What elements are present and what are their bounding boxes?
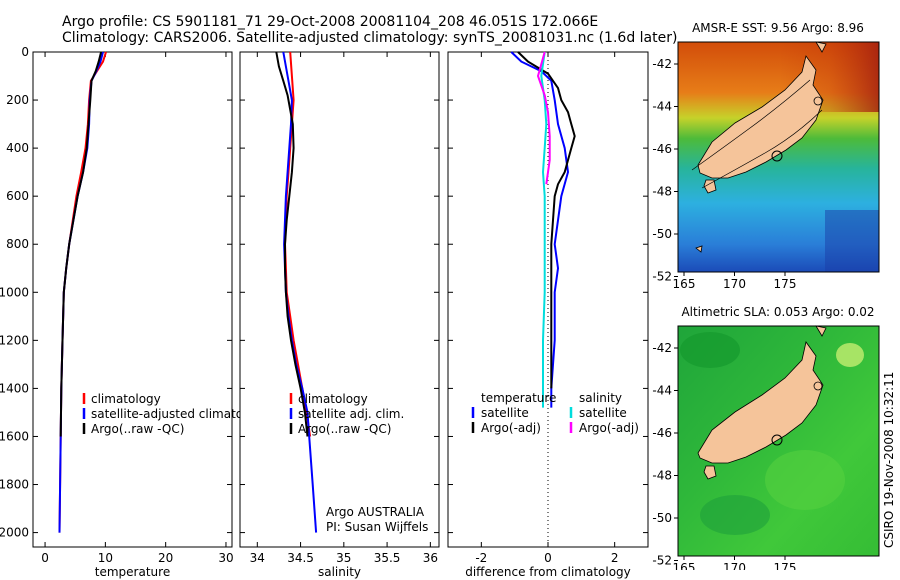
difference-series-line — [517, 51, 576, 389]
map-lon-label: 170 — [723, 277, 746, 291]
sla-low-anomaly — [700, 495, 770, 535]
salinity-legend-label: satellite adj. clim. — [298, 407, 404, 421]
map-lat-label: -46 — [652, 142, 672, 156]
map-lon-label: 165 — [673, 277, 696, 291]
salinity-xtick-label: 34 — [250, 551, 265, 565]
maps: AMSR-E SST: 9.56 Argo: 8.96 Altimetric S… — [652, 21, 880, 570]
salinity-xtick-label: 35.5 — [374, 551, 401, 565]
depth-tick-label: 400 — [6, 141, 29, 155]
auckland-island — [695, 245, 703, 253]
map-lat-label: -42 — [652, 57, 672, 71]
depth-tick-label: 2000 — [0, 526, 29, 540]
depth-tick-label: 800 — [6, 237, 29, 251]
map-lon-label: 175 — [774, 561, 797, 570]
salinity-xtick-label: 34.5 — [287, 551, 314, 565]
difference-xtick-label: -2 — [475, 551, 487, 565]
sst-map — [677, 41, 880, 273]
salinity-panel: 34 34.5 35 35.5 36 salinity climatologysatelli… — [239, 51, 440, 579]
salinity-xlabel: salinity — [318, 565, 361, 579]
sla-low-anomaly — [680, 332, 740, 368]
sst-map-title: AMSR-E SST: 9.56 Argo: 8.96 — [692, 21, 864, 35]
depth-tick-label: 1800 — [0, 478, 29, 492]
profile-plots: 0 10 20 30020040060080010001200140016001800… — [0, 45, 649, 579]
temperature-panel: 0 10 20 30 0 200 400 600 800 1000 1200 1400 1600 1800… — [0, 45, 269, 579]
map-lat-label: -52 — [652, 554, 672, 568]
sst-contour-island — [813, 96, 823, 106]
nz-south-island — [697, 55, 824, 179]
temperature-xlabel: temperature — [95, 565, 170, 579]
nz-north-island — [815, 325, 827, 337]
depth-tick-label: 1200 — [0, 333, 29, 347]
temperature-series-line — [59, 51, 103, 437]
nz-south-island — [697, 341, 824, 464]
map-lat-label: -50 — [652, 227, 672, 241]
sla-map-frame — [677, 325, 880, 557]
depth-tick-label: 200 — [6, 93, 29, 107]
difference-series-line — [536, 51, 551, 185]
salinity-series-line — [275, 51, 309, 437]
legend-header: temperature — [481, 391, 556, 405]
sla-high-anomaly — [836, 343, 864, 367]
credit-annotation: PI: Susan Wijffels — [326, 520, 428, 534]
argo-float-marker — [771, 434, 783, 446]
map-lon-label: 175 — [774, 277, 797, 291]
temperature-legend-label: climatology — [91, 392, 161, 406]
depth-tick-label: 600 — [6, 189, 29, 203]
salinity-xtick-label: 35 — [336, 551, 351, 565]
difference-legend-label: satellite — [481, 406, 529, 420]
difference-xtick-label: 0 — [544, 551, 552, 565]
depth-tick-label: 1400 — [0, 381, 29, 395]
difference-legend-label: satellite — [579, 406, 627, 420]
temperature-legend-label: Argo(..raw -QC) — [91, 422, 184, 436]
sst-cold-region — [825, 210, 879, 272]
difference-xtick-label: 2 — [611, 551, 619, 565]
depth-tick-label: 1000 — [0, 285, 29, 299]
temperature-xtick-label: 0 — [41, 551, 49, 565]
temperature-legend-label: satellite-adjusted climatology — [91, 407, 269, 421]
sst-contour — [691, 79, 811, 171]
temperature-xtick-label: 20 — [158, 551, 173, 565]
sla-map — [677, 325, 880, 557]
salinity-xtick-label: 36 — [423, 551, 438, 565]
temperature-xtick-label: 10 — [98, 551, 113, 565]
map-lat-label: -48 — [652, 469, 672, 483]
figure-title-line-1: Argo profile: CS 5901181_71 29-Oct-2008 … — [62, 14, 599, 30]
legend-header: salinity — [579, 391, 622, 405]
difference-legend-label: Argo(-adj) — [481, 421, 541, 435]
figure-title-line-2: Climatology: CARS2006. Satellite-adjuste… — [62, 30, 678, 46]
difference-legend-label: Argo(-adj) — [579, 421, 639, 435]
depth-tick-label: 1600 — [0, 429, 29, 443]
argo-float-marker — [771, 150, 783, 162]
salinity-axes-frame — [239, 51, 440, 548]
map-lon-label: 170 — [723, 561, 746, 570]
salinity-legend-label: Argo(..raw -QC) — [298, 422, 391, 436]
map-lon-label: 165 — [673, 561, 696, 570]
salinity-legend-label: climatology — [298, 392, 368, 406]
map-lat-label: -50 — [652, 511, 672, 525]
depth-tick-label: 0 — [21, 45, 29, 59]
map-lat-label: -48 — [652, 185, 672, 199]
temperature-axes-frame — [32, 51, 233, 548]
sla-map-title: Altimetric SLA: 0.053 Argo: 0.02 — [681, 305, 874, 319]
stewart-island — [703, 465, 717, 480]
stewart-island — [703, 179, 717, 194]
temperature-xtick-label: 30 — [218, 551, 233, 565]
map-lat-label: -42 — [652, 341, 672, 355]
nz-north-island — [815, 41, 827, 53]
map-lat-label: -46 — [652, 426, 672, 440]
sla-contour-island — [813, 381, 823, 391]
sst-contour — [701, 109, 823, 189]
map-lat-label: -44 — [652, 100, 672, 114]
map-lat-label: -52 — [652, 270, 672, 284]
sla-high-anomaly — [765, 450, 845, 510]
credit-annotation: Argo AUSTRALIA — [326, 505, 425, 519]
difference-xlabel: difference from climatology — [465, 565, 631, 579]
footer-timestamp: CSIRO 19-Nov-2008 10:32:11 — [882, 371, 896, 548]
sst-map-frame — [677, 41, 880, 273]
map-lat-label: -44 — [652, 384, 672, 398]
difference-series-line — [510, 51, 570, 408]
